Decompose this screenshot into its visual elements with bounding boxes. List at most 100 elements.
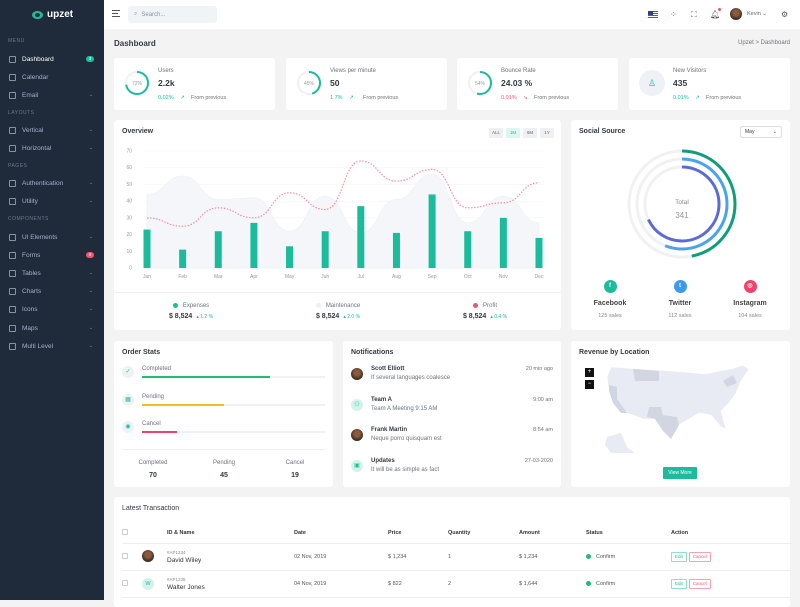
customer-avatar: W: [142, 577, 154, 590]
transaction-price: $ 822: [388, 570, 448, 598]
social-name: Twitter: [668, 300, 692, 307]
range-button-1m[interactable]: 1M: [506, 128, 520, 138]
us-map[interactable]: [571, 341, 790, 461]
stat-card: ♙ New Visitors 435 0.01% ↗ From previous: [629, 58, 790, 110]
ring-label: 45%: [304, 81, 315, 87]
sidebar-item-icons[interactable]: Icons ⌄: [0, 301, 104, 317]
legend-name: Maintenance: [325, 303, 361, 310]
sidebar-item-maps[interactable]: Maps ⌄: [0, 320, 104, 336]
legend-change: ▴ 1.2 %: [196, 314, 214, 321]
transaction-quantity: 2: [448, 570, 519, 598]
social-item-facebook: f Facebook 125 sales: [575, 280, 645, 319]
apps-grid-icon[interactable]: ⁘: [670, 10, 677, 19]
vertical-icon: [9, 126, 16, 134]
view-more-button[interactable]: View More: [663, 467, 697, 479]
chevron-down-icon: ⌄: [88, 180, 93, 186]
map-california: [609, 385, 627, 413]
social-name: Instagram: [733, 300, 767, 307]
edit-button[interactable]: Edit: [671, 578, 687, 589]
settings-gear-icon[interactable]: ⚙: [781, 10, 789, 19]
col-amount: Amount: [519, 524, 586, 544]
notifications-title: Notifications: [351, 349, 394, 356]
stat-change: 0.02% ↗: [158, 95, 185, 101]
breadcrumb-separator: >: [755, 40, 759, 46]
sidebar-item-label: Utility: [22, 197, 38, 205]
sidebar-item-tables[interactable]: Tables ⌄: [0, 265, 104, 281]
sidebar-item-vertical[interactable]: Vertical ⌄: [0, 122, 104, 138]
expense-bar: [286, 246, 294, 268]
stat-change-value: 0.01%: [673, 95, 689, 101]
social-name: Facebook: [593, 300, 627, 307]
sidebar-item-email[interactable]: Email ⌄: [0, 87, 104, 103]
chevron-down-icon: ⌄: [88, 306, 93, 312]
sidebar-item-multi-level[interactable]: Multi Level ⌄: [0, 338, 104, 354]
legend-name: Expenses: [182, 303, 210, 310]
map-zoom-out-button[interactable]: −: [585, 380, 594, 389]
cancel-circle-icon: ◉: [122, 421, 134, 433]
transaction-date: 04 Nov, 2019: [294, 570, 388, 598]
summary-label: Pending: [212, 460, 236, 466]
notification-item[interactable]: ▣ Updates It will be as simple as fact 2…: [351, 458, 553, 482]
cancel-button[interactable]: Cancel: [688, 578, 711, 589]
notification-dot: [718, 8, 722, 11]
sidebar-item-calendar[interactable]: Calendar: [0, 69, 104, 85]
notification-time: 27-03-2020: [524, 457, 553, 464]
sidebar-item-horizontal[interactable]: Horizontal ⌄: [0, 140, 104, 156]
legend-value: $ 8,524: [315, 313, 340, 321]
revenue-title: Revenue by Location: [579, 349, 650, 356]
notification-item[interactable]: Frank Martin Neque porro quisquam est 8:…: [351, 427, 553, 451]
sidebar-item-charts[interactable]: Charts ⌄: [0, 283, 104, 299]
month-select[interactable]: May ⌄: [740, 126, 782, 138]
stat-from: From previous: [363, 95, 399, 101]
total-label: Total: [675, 199, 689, 206]
fullscreen-icon[interactable]: ⛶: [691, 10, 697, 19]
bell-icon[interactable]: 🔔︎: [710, 8, 722, 19]
row-checkbox[interactable]: [122, 552, 128, 559]
social-source-card: Social Source May ⌄ Total 341 f Facebook …: [571, 120, 790, 330]
x-tick-label: Feb: [178, 274, 187, 280]
range-button-6m[interactable]: 6M: [523, 128, 537, 138]
transaction-amount: $ 1,644: [519, 570, 586, 598]
sidebar-item-authentication[interactable]: Authentication ⌄: [0, 175, 104, 191]
breadcrumb-upzet[interactable]: Upzet: [738, 40, 754, 46]
notification-item[interactable]: Scott Elliott If several languages coale…: [351, 366, 553, 390]
map-contiguous-us: [606, 364, 750, 440]
status-dot: [586, 553, 591, 559]
sidebar-item-ui-elements[interactable]: UI Elements ⌄: [0, 229, 104, 245]
map-texas: [647, 407, 679, 439]
sidebar-item-label: Charts: [22, 287, 42, 295]
legend-change-value: 1.2 %: [200, 314, 214, 321]
range-button-1y[interactable]: 1Y: [540, 128, 554, 138]
expense-bar: [428, 194, 436, 268]
profit-line: [146, 160, 540, 227]
select-all-checkbox[interactable]: [122, 529, 128, 536]
x-tick-label: Aug: [392, 274, 401, 280]
search-input[interactable]: ⌕ Search...: [128, 6, 217, 23]
x-tick-label: Nov: [499, 274, 508, 280]
logo[interactable]: upzet: [32, 9, 73, 20]
cancel-button[interactable]: Cancel: [688, 551, 711, 562]
sidebar-item-forms[interactable]: Forms 8: [0, 247, 104, 263]
flag-us-icon[interactable]: [648, 11, 658, 18]
order-stats-card: Order Stats ✓ Completed ▦ Pending ◉ Canc…: [114, 341, 333, 487]
sidebar-item-label: Icons: [22, 305, 38, 313]
menu-toggle-icon[interactable]: [112, 10, 120, 17]
sidebar-item-utility[interactable]: Utility ⌄: [0, 193, 104, 209]
notification-time: 20 min ago: [525, 366, 553, 372]
utility-icon: [9, 197, 16, 205]
ring-arc: [627, 149, 737, 259]
summary-value: 19: [291, 472, 299, 479]
map-zoom-in-button[interactable]: +: [585, 368, 594, 377]
sidebar-badge: 8: [86, 252, 94, 258]
topbar: ⌕ Search... ⁘ ⛶ 🔔︎ Kevin ⌄ ⚙: [104, 0, 800, 29]
row-checkbox[interactable]: [122, 579, 128, 586]
progress-bar: [142, 376, 325, 378]
user-avatar[interactable]: [730, 8, 742, 20]
legend-name: Profit: [482, 303, 497, 310]
edit-button[interactable]: Edit: [671, 551, 687, 562]
range-button-all[interactable]: ALL: [489, 128, 503, 138]
col-quantity: Quantity: [448, 524, 519, 544]
notification-item[interactable]: ⚇ Team A Team A Meeting 9:15 AM 9:00 am: [351, 397, 553, 421]
user-menu[interactable]: Kevin ⌄: [747, 11, 767, 17]
sidebar-item-dashboard[interactable]: Dashboard 3: [0, 51, 104, 67]
